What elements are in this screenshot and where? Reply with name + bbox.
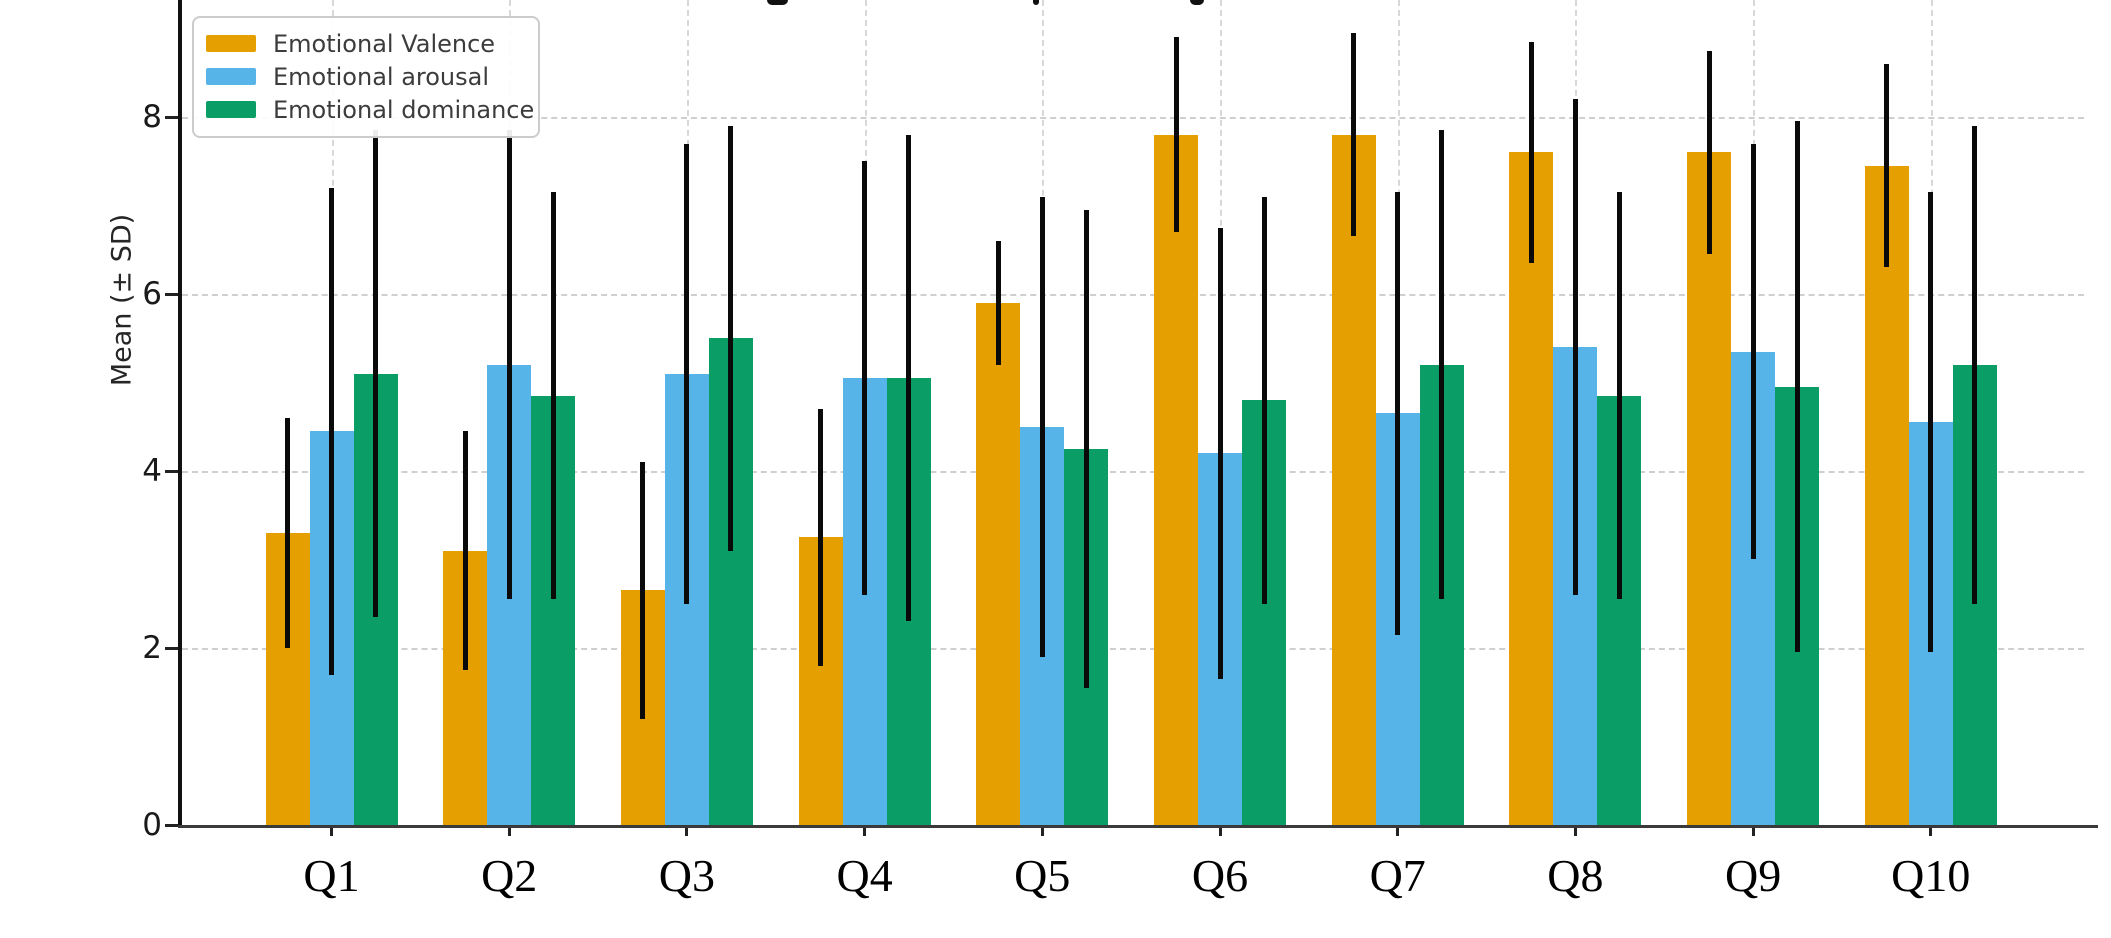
errorbar-emotional-arousal-q1 — [329, 187, 334, 675]
y-axis-label: Mean (± SD) — [106, 213, 138, 387]
errorbar-emotional-arousal-q2 — [506, 130, 512, 600]
errorbar-emotional-dominance-q2 — [550, 192, 556, 600]
errorbar-emotional-arousal-q7 — [1395, 192, 1401, 635]
x-tick-label-q3: Q3 — [658, 850, 715, 901]
errorbar-emotional-valence-q2 — [462, 431, 468, 671]
errorbar-emotional-valence-q10 — [1884, 63, 1890, 268]
y-tick-6 — [165, 293, 178, 296]
legend-swatch-emotional-valence — [206, 35, 256, 52]
x-tick-q7 — [1396, 828, 1400, 836]
cropped-title-descender — [1033, 0, 1039, 5]
y-tick-label-8: 8 — [142, 99, 162, 135]
y-tick-label-6: 6 — [142, 276, 162, 312]
legend-label-emotional-arousal: Emotional arousal — [273, 62, 490, 91]
errorbar-emotional-valence-q1 — [285, 417, 290, 648]
bar-emotional-valence-q5 — [976, 302, 1021, 825]
errorbar-emotional-arousal-q6 — [1217, 227, 1223, 679]
errorbar-emotional-valence-q3 — [640, 462, 646, 719]
y-tick-2 — [165, 647, 178, 650]
legend-swatch-emotional-arousal — [206, 68, 256, 85]
bar-emotional-valence-q7 — [1331, 134, 1376, 825]
y-tick-8 — [165, 116, 178, 119]
cropped-title-descender — [767, 0, 788, 5]
x-tick-q9 — [1751, 828, 1755, 836]
gridline-y-8 — [182, 117, 2084, 119]
errorbar-emotional-valence-q9 — [1706, 50, 1712, 255]
x-tick-q5 — [1040, 828, 1044, 836]
x-tick-q6 — [1218, 828, 1222, 836]
legend-swatch-emotional-dominance — [206, 101, 256, 118]
bar-emotional-valence-q10 — [1864, 165, 1909, 825]
y-tick-label-0: 0 — [142, 807, 162, 843]
y-tick-label-4: 4 — [142, 453, 162, 489]
errorbar-emotional-arousal-q3 — [684, 143, 690, 604]
x-tick-label-q4: Q4 — [836, 850, 893, 901]
errorbar-emotional-arousal-q8 — [1572, 99, 1578, 595]
errorbar-emotional-dominance-q10 — [1972, 125, 1978, 604]
errorbar-emotional-dominance-q8 — [1616, 192, 1622, 600]
y-tick-4 — [165, 470, 178, 473]
x-tick-q2 — [507, 828, 511, 836]
x-tick-label-q2: Q2 — [481, 850, 538, 901]
bar-emotional-valence-q9 — [1687, 152, 1732, 825]
errorbar-emotional-dominance-q5 — [1083, 209, 1089, 688]
x-tick-label-q1: Q1 — [303, 850, 360, 901]
y-axis-spine — [178, 0, 182, 827]
gridline-y-6 — [182, 294, 2084, 296]
errorbar-emotional-dominance-q3 — [728, 125, 734, 551]
errorbar-emotional-arousal-q10 — [1928, 192, 1934, 653]
x-tick-label-q5: Q5 — [1014, 850, 1071, 901]
y-tick-label-2: 2 — [142, 630, 162, 666]
x-tick-q10 — [1929, 828, 1933, 836]
gridline-y-4 — [182, 471, 2084, 473]
x-tick-q4 — [863, 828, 867, 836]
errorbar-emotional-valence-q8 — [1528, 41, 1534, 264]
legend-item-emotional-valence: Emotional Valence — [206, 27, 526, 60]
errorbar-emotional-valence-q7 — [1351, 32, 1357, 237]
errorbar-emotional-valence-q5 — [995, 240, 1001, 365]
x-tick-label-q10: Q10 — [1891, 850, 1971, 901]
errorbar-emotional-valence-q6 — [1173, 37, 1179, 233]
errorbar-emotional-dominance-q7 — [1439, 130, 1445, 600]
cropped-title-descender — [1190, 0, 1204, 5]
errorbar-emotional-valence-q4 — [818, 409, 824, 666]
y-tick-0 — [165, 824, 178, 827]
errorbar-emotional-dominance-q4 — [906, 134, 912, 622]
x-tick-label-q9: Q9 — [1724, 850, 1782, 901]
bar-emotional-valence-q8 — [1509, 152, 1554, 825]
errorbar-emotional-dominance-q1 — [373, 130, 378, 618]
errorbar-emotional-arousal-q5 — [1039, 196, 1045, 657]
errorbar-emotional-arousal-q9 — [1750, 143, 1756, 560]
x-tick-label-q7: Q7 — [1369, 850, 1426, 901]
x-tick-label-q8: Q8 — [1547, 850, 1604, 901]
legend-label-emotional-valence: Emotional Valence — [273, 29, 496, 58]
legend: Emotional Valence Emotional arousal Emotio… — [192, 16, 540, 138]
legend-label-emotional-dominance: Emotional dominance — [273, 95, 535, 124]
legend-item-emotional-dominance: Emotional dominance — [206, 93, 534, 126]
gridline-y-2 — [182, 648, 2084, 650]
x-axis-spine — [178, 825, 2098, 828]
legend-item-emotional-arousal: Emotional arousal — [206, 60, 526, 93]
x-tick-label-q6: Q6 — [1191, 850, 1249, 901]
bar-emotional-valence-q6 — [1154, 134, 1198, 825]
x-tick-q1 — [330, 828, 333, 836]
errorbar-emotional-arousal-q4 — [862, 161, 868, 595]
errorbar-emotional-dominance-q9 — [1794, 121, 1800, 653]
errorbar-emotional-dominance-q6 — [1261, 196, 1267, 604]
x-tick-q3 — [685, 828, 689, 836]
plot-area — [180, 0, 2088, 825]
x-tick-q8 — [1573, 828, 1577, 836]
